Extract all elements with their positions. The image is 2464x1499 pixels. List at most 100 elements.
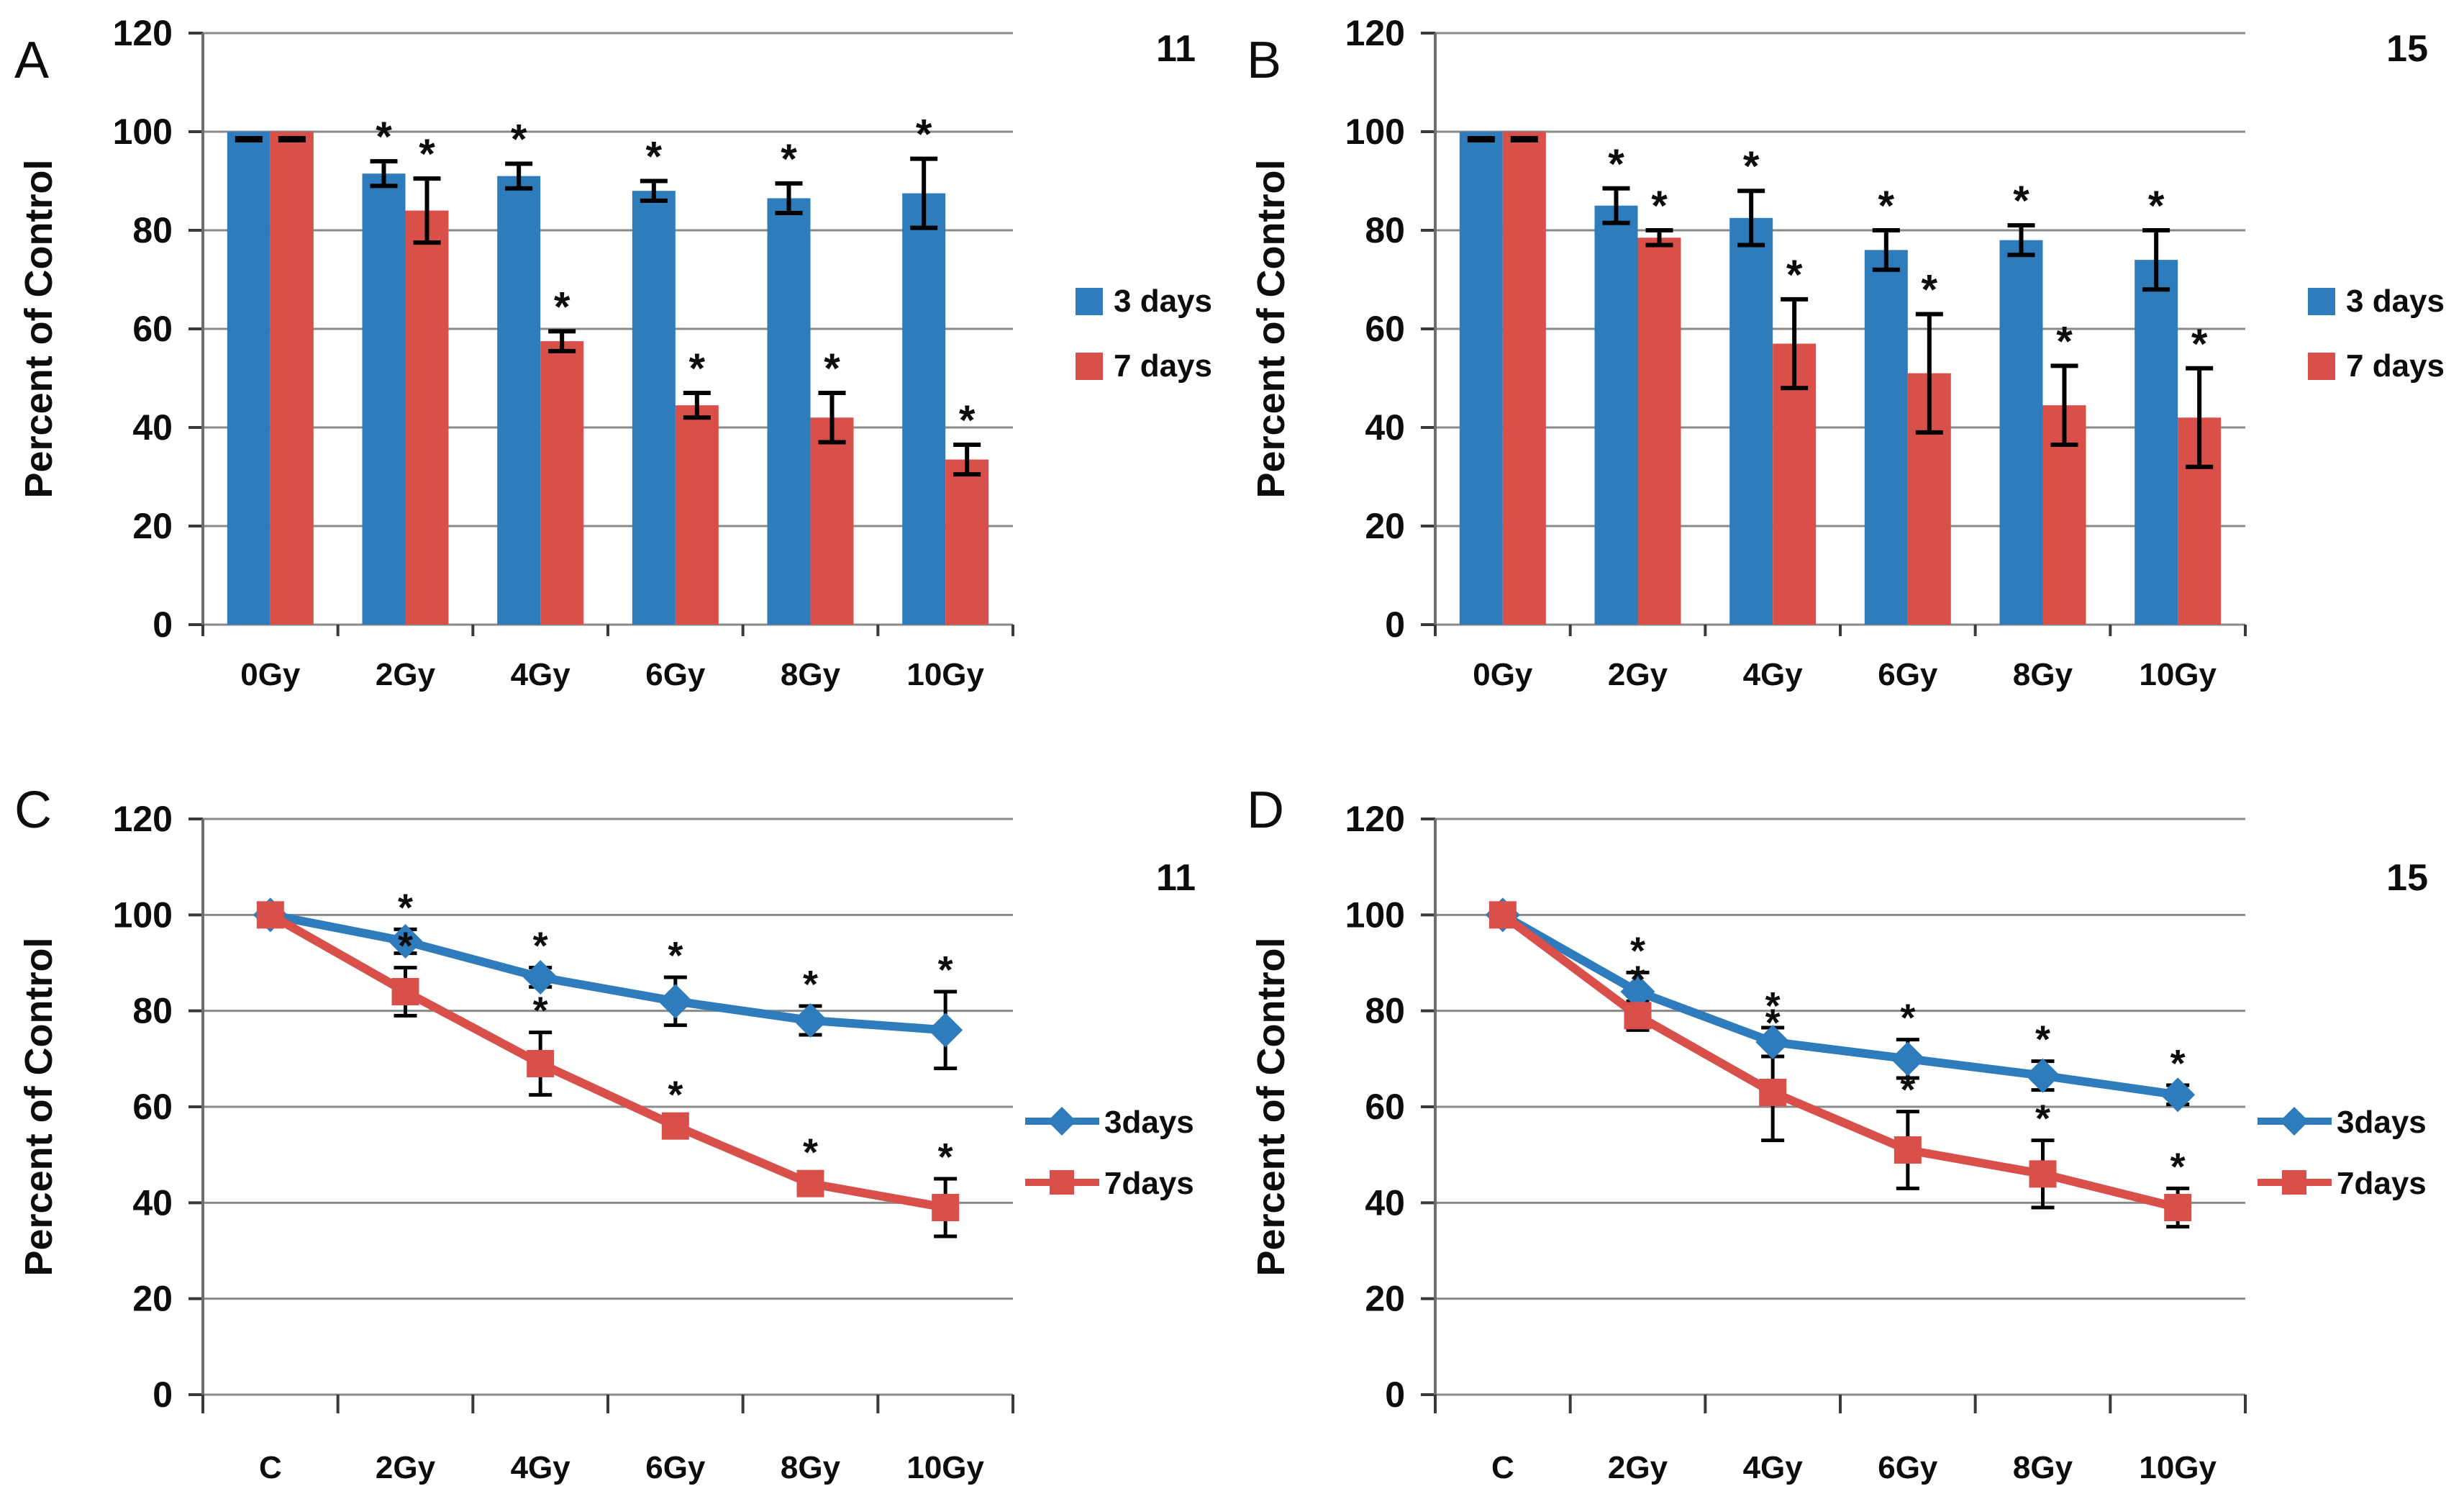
significance-asterisk: * — [511, 117, 527, 163]
y-tick-label-60: 60 — [132, 1087, 173, 1127]
x-tick-label-4Gy: 4Gy — [511, 657, 571, 692]
x-tick-label-10Gy: 10Gy — [2139, 1450, 2217, 1485]
significance-asterisk: * — [2056, 318, 2073, 365]
x-tick-label-10Gy: 10Gy — [906, 1450, 984, 1485]
x-tick-label-6Gy: 6Gy — [1878, 1450, 1938, 1485]
bars — [227, 132, 989, 625]
y-tick-label-60: 60 — [1365, 1087, 1405, 1127]
significance-asterisk: * — [803, 1131, 818, 1174]
legend-marker-diamond — [2280, 1107, 2309, 1136]
legend-label-7-days: 7 days — [1114, 348, 1212, 384]
significance-asterisk: * — [533, 989, 548, 1033]
gridlines — [188, 818, 1013, 1396]
significance-asterisk: * — [959, 397, 976, 444]
control-error-dash — [1467, 136, 1495, 142]
y-tick-label-80: 80 — [1365, 210, 1405, 250]
significance-asterisk: * — [398, 925, 413, 968]
significance-asterisk: * — [668, 934, 683, 977]
x-tick-label-C: C — [1491, 1450, 1514, 1485]
x-tick-label-6Gy: 6Gy — [1878, 657, 1938, 692]
significance-asterisk: * — [1765, 1001, 1781, 1044]
marker-square-7days-8Gy — [796, 1169, 824, 1197]
marker-diamond-3days-2Gy — [388, 924, 423, 959]
error-bars — [235, 136, 981, 477]
line-3days — [1500, 911, 2179, 1100]
gridlines — [1421, 818, 2245, 1396]
legend-label-3-days: 3 days — [2346, 284, 2445, 319]
y-tick-label-100: 100 — [1345, 895, 1405, 935]
significance-asterisk: * — [938, 1136, 953, 1179]
y-tick-label-40: 40 — [1365, 407, 1405, 448]
bar-7-days-10Gy — [945, 459, 989, 625]
panel-C-chart: 0 20 40 60 80 100 120 C 2Gy 4Gy 6Gy 8Gy 10Gy Percent … — [14, 782, 1196, 1485]
line-3days — [269, 910, 946, 1035]
error-bars — [1467, 136, 2214, 469]
marker-square-7days-8Gy — [2029, 1160, 2057, 1188]
significance-asterisk: * — [376, 114, 392, 160]
marker-square-7days-2Gy — [391, 978, 419, 1005]
legend-swatch-3-days — [2308, 288, 2335, 315]
y-tick-label-120: 120 — [1345, 799, 1405, 839]
marker-diamond-3days-4Gy — [523, 960, 558, 995]
significance-asterisk: * — [916, 112, 932, 158]
y-tick-label-80: 80 — [132, 210, 173, 250]
x-tick-label-0Gy: 0Gy — [1473, 657, 1533, 692]
y-tick-label-40: 40 — [132, 407, 173, 448]
y-tick-label-40: 40 — [1365, 1182, 1405, 1223]
bar-3-days-0Gy — [227, 132, 271, 625]
marker-diamond-3days-8Gy — [2025, 1058, 2060, 1093]
y-tick-label-40: 40 — [132, 1182, 173, 1223]
y-tick-label-0: 0 — [153, 1375, 173, 1415]
line-7days — [1500, 911, 2179, 1212]
significance-asterisk: * — [554, 284, 570, 330]
significance-asterisk: * — [1878, 183, 1895, 230]
marker-diamond-3days-2Gy — [1620, 974, 1655, 1009]
significance-asterisk: * — [938, 948, 953, 992]
panel-number-label: 11 — [1156, 857, 1196, 899]
x-tick-label-10Gy: 10Gy — [2139, 657, 2217, 692]
y-tick-label-0: 0 — [1385, 604, 1405, 645]
bar-7-days-2Gy — [405, 210, 449, 625]
y-axis-title: Percent of Control — [1250, 937, 1293, 1276]
significance-asterisk: * — [533, 925, 548, 968]
bar-3-days-2Gy — [1594, 205, 1638, 625]
legend: 3 days 7 days — [2308, 284, 2445, 384]
significance-asterisk: * — [1743, 143, 1760, 190]
legend-marker-diamond — [1047, 1107, 1076, 1136]
y-axis-title: Percent of Control — [1250, 159, 1293, 498]
y-tick-label-0: 0 — [153, 604, 173, 645]
significance-asterisk: * — [781, 136, 797, 183]
y-tick-label-20: 20 — [132, 506, 173, 546]
significance-asterisk: * — [2035, 1018, 2050, 1061]
significance-asterisk: * — [1765, 984, 1781, 1028]
bar-7-days-2Gy — [1637, 237, 1681, 625]
bar-3-days-4Gy — [497, 176, 541, 625]
panel-number-label: 15 — [2386, 857, 2428, 899]
marker-square-7days-4Gy — [1759, 1079, 1787, 1106]
x-tick-label-6Gy: 6Gy — [645, 657, 706, 692]
markers — [253, 897, 963, 1221]
marker-square-7days-2Gy — [1624, 1002, 1652, 1030]
marker-diamond-3days-10Gy — [2160, 1077, 2196, 1113]
line-series — [1500, 911, 2179, 1212]
significance-asterisk: * — [2013, 178, 2029, 225]
legend-label-3days: 3days — [2337, 1105, 2427, 1140]
significance-asterisk: * — [419, 131, 435, 178]
panel-letter-B: B — [1247, 32, 1281, 89]
y-tick-label-120: 120 — [113, 799, 173, 839]
bar-3-days-10Gy — [2135, 260, 2178, 625]
legend-marker-square — [2282, 1170, 2306, 1195]
marker-square-7days-6Gy — [1894, 1136, 1922, 1164]
legend: 3days 7days — [2258, 1105, 2427, 1201]
significance-marks: ********** — [398, 886, 953, 1179]
control-error-dash — [1510, 136, 1538, 142]
x-tick-label-4Gy: 4Gy — [511, 1450, 571, 1485]
control-error-dash — [278, 136, 306, 142]
x-tick-label-C: C — [259, 1450, 282, 1485]
significance-asterisk: * — [1900, 997, 1915, 1040]
x-tick-label-0Gy: 0Gy — [240, 657, 301, 692]
legend-label-3days: 3days — [1104, 1105, 1194, 1140]
markers — [1485, 897, 2196, 1221]
panel-D-chart: 0 20 40 60 80 100 120 C 2Gy 4Gy 6Gy 8Gy 10Gy Percent … — [1247, 782, 2428, 1485]
significance-asterisk: * — [1630, 929, 1645, 972]
